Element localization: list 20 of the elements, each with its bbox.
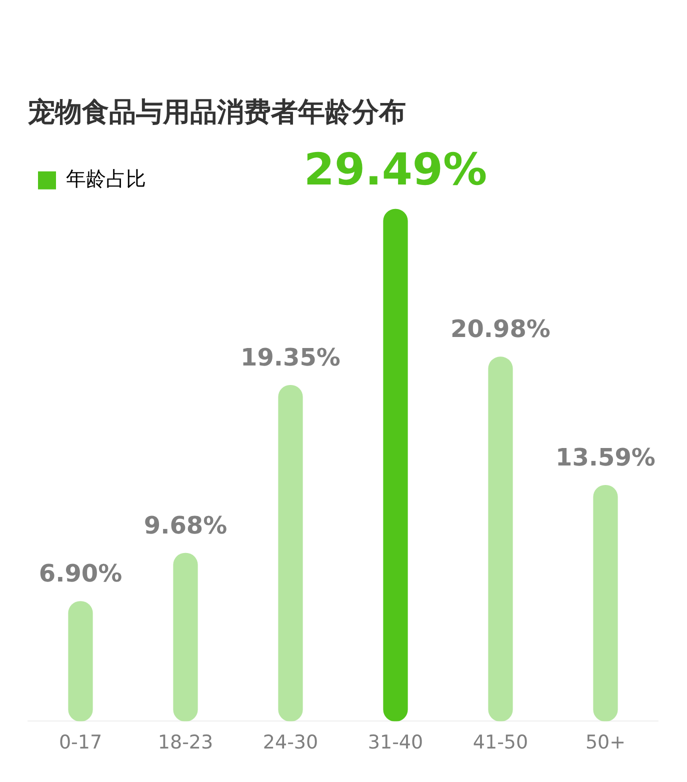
bar: [173, 552, 198, 722]
chart-title: 宠物食品与用品消费者年龄分布: [27, 97, 406, 128]
data-label: 19.35%: [240, 344, 340, 372]
x-tick-label: 18-23: [158, 732, 214, 754]
bar: [278, 384, 303, 722]
x-tick-label: 50+: [585, 732, 626, 754]
bar: [68, 601, 93, 722]
data-label: 29.49%: [304, 144, 488, 196]
legend-label: 年龄占比: [66, 166, 146, 191]
data-label: 9.68%: [144, 511, 228, 540]
bar: [593, 484, 618, 722]
x-tick-label: 0-17: [58, 732, 102, 754]
x-tick-label: 41-50: [472, 732, 528, 754]
x-tick-label: 24-30: [262, 732, 318, 754]
x-tick-label: 31-40: [368, 732, 424, 754]
data-label: 13.59%: [556, 444, 656, 472]
bar: [488, 356, 513, 722]
bar: [383, 208, 408, 722]
data-label: 20.98%: [450, 315, 550, 344]
data-label: 6.90%: [38, 560, 122, 588]
